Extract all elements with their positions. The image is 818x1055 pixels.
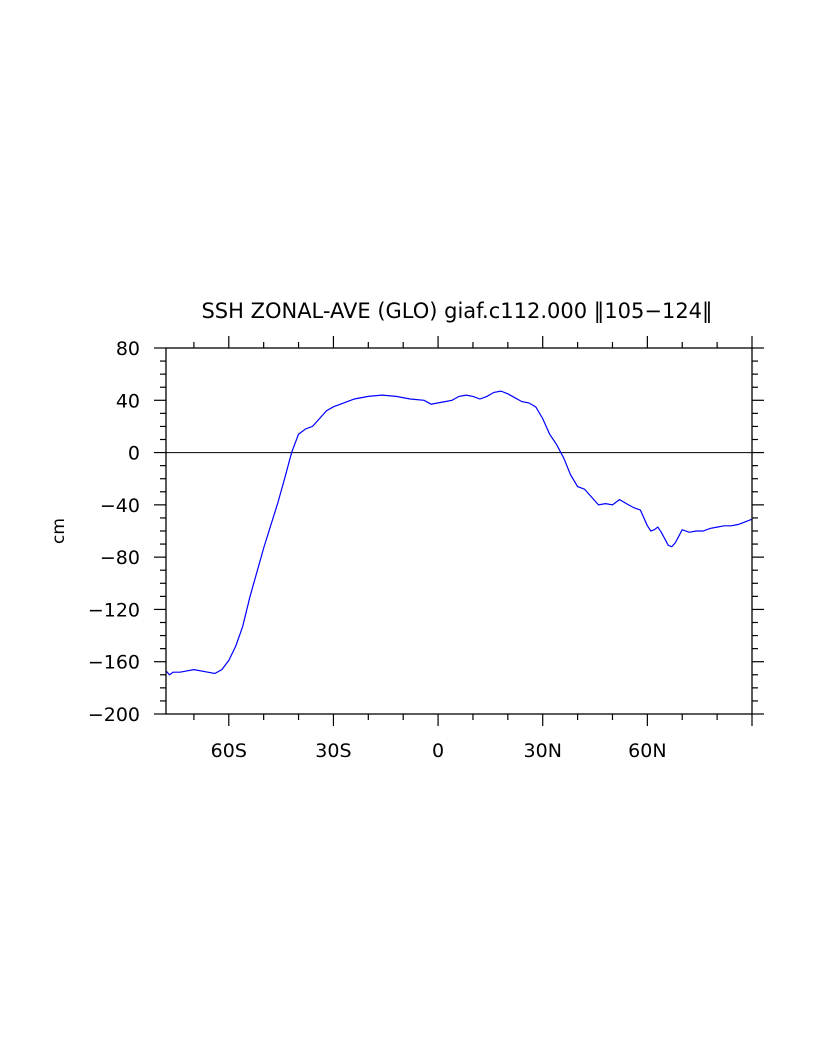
plot-frame [165,347,753,715]
chart-title: SSH ZONAL-AVE (GLO) giaf.c112.000 ‖105−1… [201,299,712,324]
y-tick-label: −120 [88,599,140,621]
axis-ticks [154,336,764,726]
y-tick-label: −40 [100,495,140,517]
ssh-series-line [165,390,753,676]
y-tick-label: −80 [100,547,140,569]
y-axis-label: cm [49,518,69,544]
x-tick-label: 60N [628,740,666,762]
y-tick-labels: 80 40 0 −40 −80 −120 −160 −200 [88,338,140,726]
y-tick-label: 40 [116,390,140,412]
y-tick-label: −200 [88,704,140,726]
x-tick-label: 0 [432,740,444,762]
x-tick-labels: 60S 30S 0 30N 60N [211,740,667,762]
x-tick-label: 30S [315,740,351,762]
x-tick-label: 30N [524,740,562,762]
y-tick-label: −160 [88,652,140,674]
y-tick-label: 0 [128,443,140,465]
x-tick-label: 60S [211,740,247,762]
y-tick-label: 80 [116,338,140,360]
